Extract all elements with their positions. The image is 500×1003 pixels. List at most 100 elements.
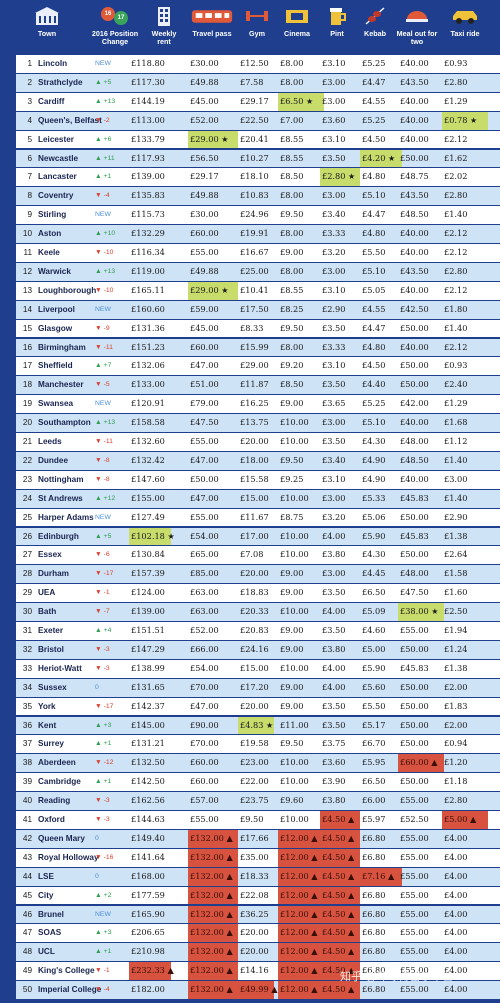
table-row: 2 Strathclyde ▲ +5 £117.30 £49.88 £7.58 £8.00 £… — [16, 73, 500, 92]
town-name: Queen's, Belfast — [38, 115, 102, 125]
rank-number: 38 — [22, 758, 32, 768]
rank-number: 24 — [22, 493, 32, 503]
table-row: 38 Aberdeen ▼ -12 £132.50 £60.00 £23.00 £10.00… — [16, 754, 500, 773]
kebab-price: £6.50 — [362, 776, 386, 787]
meal-price: £50.00 — [400, 152, 429, 163]
taxi-price: £1.68 — [444, 417, 468, 428]
header-taxi-label: Taxi ride — [450, 29, 480, 38]
position-change: ▲ +3 — [95, 717, 139, 735]
rent-price: £117.93 — [131, 152, 165, 163]
rent-price: £113.00 — [131, 114, 165, 125]
taxi-price: £1.29 — [444, 398, 468, 409]
position-change: ▼ -11 — [95, 433, 139, 451]
town-name: Glasgow — [38, 323, 73, 333]
arrow-up-icon: ▲ — [95, 78, 104, 86]
gym-price: £24.16 — [240, 643, 269, 654]
rank-number: 47 — [22, 928, 32, 938]
pint-price: £4.50 ▲ — [320, 924, 360, 943]
pint-price: £3.60 — [322, 114, 346, 125]
table-row: 40 Reading ▼ -3 £162.56 £57.00 £23.75 £9.60 £3.… — [16, 792, 500, 810]
meal-price: £40.00 — [400, 473, 429, 484]
town-name: Newcastle — [38, 153, 79, 163]
arrow-down-icon: ▼ — [95, 608, 104, 616]
position-change: ▼ -2 — [95, 112, 139, 130]
position-change: ▼ -16 — [95, 849, 139, 867]
rent-price: £115.73 — [131, 209, 165, 220]
taxi-price: £1.24 — [444, 643, 468, 654]
table-row: 48 UCL ▲ +1 £210.98 £132.00 ▲ £20.00 £12.00 ▲ £… — [16, 943, 500, 962]
town-name: Oxford — [38, 815, 65, 824]
town-name: King's College — [38, 966, 95, 976]
taxi-price: £2.80 — [444, 76, 468, 87]
table-row: 44 LSE 0 £168.00 £132.00 ▲ £18.33 £12.00 ▲ £4.5… — [16, 867, 500, 886]
pint-price: £4.50 ▲ — [320, 811, 360, 829]
travel-price: £55.00 — [190, 436, 219, 446]
taxi-price: £1.12 — [444, 436, 468, 446]
rank-number: 37 — [22, 739, 32, 749]
taxi-price: £0.94 — [444, 738, 468, 749]
gym-price: £22.08 — [240, 889, 269, 900]
position-change: NEW — [95, 906, 139, 924]
arrow-up-icon: ▲ — [95, 778, 104, 786]
table-row: 26 Edinburgh ▲ +5 £102.18 ★ £54.00 £17.00 £10.… — [16, 527, 500, 546]
arrow-up-icon: ▲ — [95, 627, 104, 634]
gym-price: £11.67 — [240, 511, 269, 522]
position-change-value: -4 — [103, 192, 110, 200]
header-rent-label: Weekly rent — [151, 29, 177, 46]
pint-price: £3.20 — [322, 511, 346, 522]
taxi-price: £4.00 — [444, 870, 468, 881]
header-gym: Gym — [240, 0, 274, 54]
taxi-price: £1.38 — [444, 662, 468, 673]
town-name: Lincoln — [38, 59, 68, 68]
cinema-price: £8.55 — [280, 284, 304, 295]
pint-price: £3.80 — [322, 643, 346, 654]
town-name: Essex — [38, 550, 62, 560]
table-row: 25 Harper Adams NEW £127.49 £55.00 £11.67 £8.7… — [16, 508, 500, 527]
town-name: Imperial College — [38, 985, 102, 995]
gym-price: £15.00 — [240, 492, 269, 503]
meal-price: £55.00 — [400, 984, 429, 995]
meal-price: £43.50 — [400, 265, 429, 276]
travel-price: £57.00 — [190, 795, 219, 806]
town-name: Nottingham — [38, 474, 84, 484]
rent-price: £177.59 — [131, 889, 165, 900]
town-name: Manchester — [38, 380, 84, 390]
arrow-down-icon: ▼ — [95, 645, 104, 653]
position-change: ▼ -17 — [95, 698, 139, 716]
cinema-price: £10.00 — [280, 549, 309, 560]
table-row: 41 Oxford ▼ -3 £144.63 £55.00 £9.50 £10.00 £4.5… — [16, 811, 500, 829]
cinema-price: £10.00 — [280, 436, 309, 446]
cinema-price: £9.00 — [280, 398, 304, 409]
town-name: Queen Mary — [38, 833, 85, 843]
travel-price: £29.00 ★ — [188, 281, 238, 300]
town-name: Royal Holloway — [38, 852, 99, 862]
position-change: ▲ +1 — [95, 735, 139, 753]
table-row: 14 Liverpool NEW £160.60 £59.00 £17.50 £8.25 £2… — [16, 300, 500, 319]
cinema-price: £8.00 — [280, 58, 304, 68]
town-name: Birmingham — [38, 342, 86, 352]
rent-price: £144.63 — [131, 814, 165, 824]
meal-price: £40.00 — [400, 341, 429, 352]
meal-price: £45.83 — [400, 662, 429, 673]
cinema-price: £8.25 — [280, 303, 304, 314]
kebab-price: £6.80 — [362, 889, 386, 900]
gym-price: £8.33 — [240, 322, 264, 333]
header-kebab-label: Kebab — [364, 29, 386, 38]
taxi-price: £2.00 — [444, 681, 468, 692]
position-change: ▲ +4 — [95, 622, 139, 640]
table-row: 13 Loughborough ▼ -10 £165.11 £29.00 ★ £10.41… — [16, 281, 500, 300]
position-change: ▼ -11 — [95, 339, 139, 357]
town-name: St Andrews — [38, 493, 83, 503]
taxi-price: £2.64 — [444, 549, 468, 560]
kebab-price: £6.80 — [362, 984, 386, 995]
travel-price: £132.00 ▲ — [188, 924, 238, 943]
pint-price: £4.00 — [322, 662, 346, 673]
pint-price: £4.50 ▲ — [320, 829, 360, 848]
rank-number: 44 — [22, 871, 32, 881]
position-change-value: +13 — [103, 97, 116, 105]
gym-price: £20.41 — [240, 133, 269, 144]
rank-number: 19 — [22, 399, 32, 409]
meal-price: £40.00 — [400, 114, 429, 125]
table-row: 32 Bristol ▼ -3 £147.29 £66.00 £24.16 £9.00 £3.… — [16, 640, 500, 659]
meal-price: £45.83 — [400, 492, 429, 503]
